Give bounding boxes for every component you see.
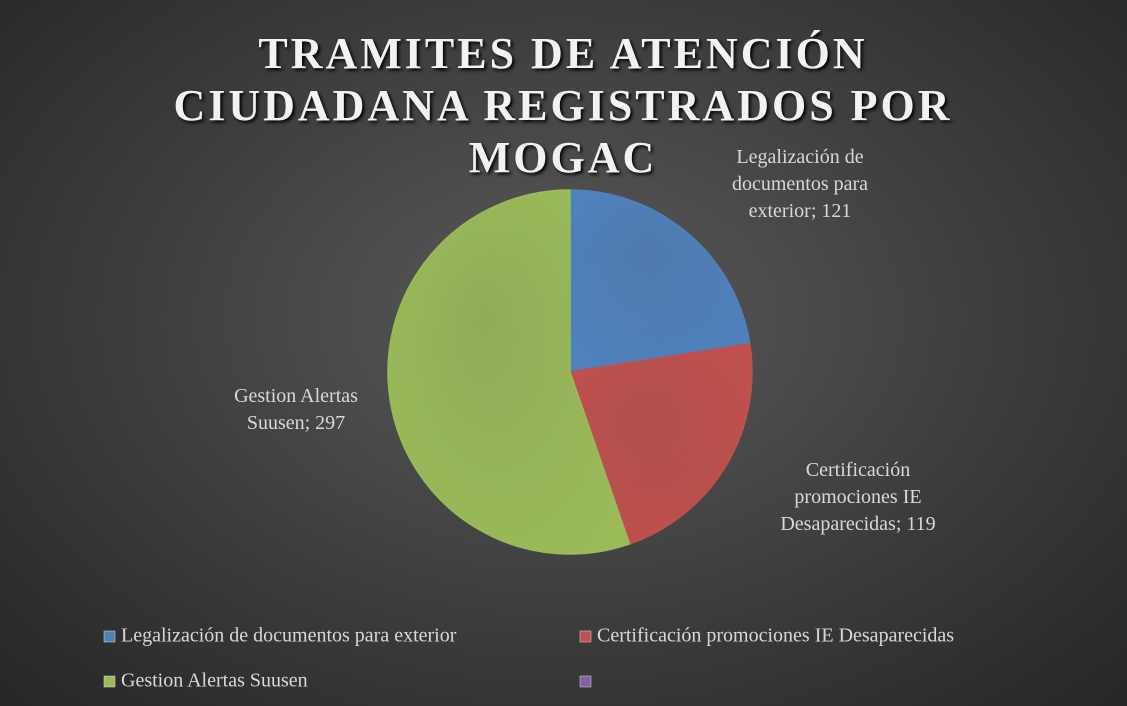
legend-label: Gestion Alertas Suusen xyxy=(121,670,308,692)
data-label: Certificación promociones IE Desaparecid… xyxy=(780,459,936,535)
pie-slice xyxy=(387,189,631,555)
pie-slice xyxy=(569,343,753,545)
chart-title: TRAMITES DE ATENCIÓN CIUDADANA REGISTRAD… xyxy=(173,29,953,182)
legend-marker xyxy=(103,675,116,688)
legend-label: Certificación promociones IE Desaparecid… xyxy=(597,625,954,647)
legend-marker xyxy=(579,675,592,688)
data-label: Gestion Alertas Suusen; 297 xyxy=(234,385,358,434)
data-label: Legalización de documentos para exterior… xyxy=(731,146,869,222)
pie-slice xyxy=(569,189,751,373)
legend-marker xyxy=(103,630,116,643)
legend-marker xyxy=(579,630,592,643)
legend-label: Legalización de documentos para exterior xyxy=(121,625,457,647)
